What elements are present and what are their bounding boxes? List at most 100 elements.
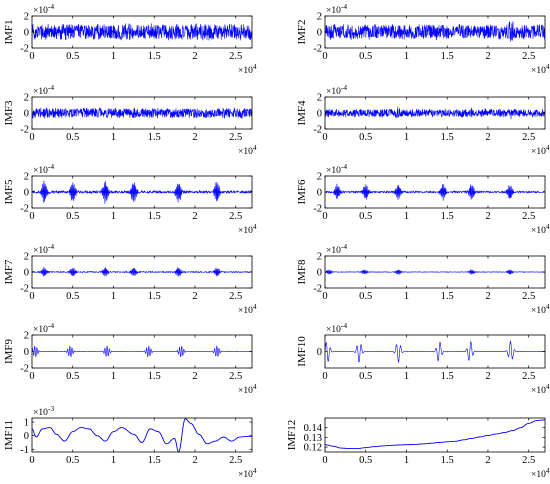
y-tick-label: 2 xyxy=(24,252,29,263)
x-multiplier-label: ×104 xyxy=(531,143,550,157)
exponent-base: ×10 xyxy=(326,6,341,16)
y-exponent-label: ×10-4 xyxy=(33,162,54,176)
x-tick-label: 1.5 xyxy=(148,291,161,302)
exponent-base: ×10 xyxy=(326,166,341,176)
x-multiplier-label: ×104 xyxy=(238,222,257,236)
y-exponent-label: ×10-4 xyxy=(33,83,54,97)
x-tick-label: 1.5 xyxy=(148,51,161,62)
y-axis-label: IMF6 xyxy=(296,179,308,205)
multiplier-base: ×10 xyxy=(238,386,253,396)
x-tick-label: 1.5 xyxy=(148,132,161,143)
multiplier-base: ×10 xyxy=(238,226,253,236)
y-tick-label: -2 xyxy=(20,284,29,295)
x-multiplier-label: ×104 xyxy=(238,382,257,396)
y-axis-label: IMF2 xyxy=(296,19,308,44)
x-tick-label: 0.5 xyxy=(359,371,372,382)
exponent-base: ×10 xyxy=(326,325,341,335)
multiplier-power: 4 xyxy=(546,143,550,152)
exponent-base: ×10 xyxy=(33,6,48,16)
x-tick-label: 1 xyxy=(404,291,409,302)
multiplier-power: 4 xyxy=(253,382,257,391)
y-tick-label: 0 xyxy=(317,347,322,358)
x-tick-label: 2 xyxy=(192,51,197,62)
x-tick-label: 0 xyxy=(322,211,327,222)
x-multiplier-label: ×104 xyxy=(531,222,550,236)
multiplier-base: ×10 xyxy=(238,306,253,316)
x-tick-label: 1 xyxy=(404,455,409,466)
x-tick-label: 0 xyxy=(29,211,34,222)
x-tick-label: 1.5 xyxy=(441,455,454,466)
y-tick-label: 0 xyxy=(317,188,322,199)
x-tick-label: 1 xyxy=(111,455,116,466)
x-tick-label: 1 xyxy=(111,51,116,62)
multiplier-base: ×10 xyxy=(531,306,546,316)
multiplier-base: ×10 xyxy=(531,470,546,480)
x-tick-label: 0.5 xyxy=(66,51,79,62)
x-tick-label: 1.5 xyxy=(148,211,161,222)
y-tick-label: 2 xyxy=(317,172,322,183)
x-tick-label: 1.5 xyxy=(148,455,161,466)
x-tick-label: 2.5 xyxy=(522,371,535,382)
y-exponent-label: ×10-4 xyxy=(33,2,54,16)
x-multiplier-label: ×104 xyxy=(531,466,550,480)
x-tick-label: 2 xyxy=(192,132,197,143)
multiplier-base: ×10 xyxy=(531,66,546,76)
y-axis-label: IMF11 xyxy=(3,420,15,450)
exponent-power: -4 xyxy=(48,162,54,171)
imf11-series-line xyxy=(32,418,252,452)
y-exponent-label: ×10-4 xyxy=(33,242,54,256)
x-tick-label: 2 xyxy=(192,371,197,382)
x-tick-label: 0 xyxy=(29,51,34,62)
x-tick-label: 0 xyxy=(322,455,327,466)
y-tick-label: -2 xyxy=(313,125,322,136)
y-tick-label: 0.14 xyxy=(304,423,323,434)
x-tick-label: 1.5 xyxy=(441,211,454,222)
y-tick-label: -2 xyxy=(313,44,322,55)
y-tick-label: -2 xyxy=(20,44,29,55)
exponent-power: -4 xyxy=(341,83,347,92)
axes-frame xyxy=(31,417,253,453)
multiplier-power: 4 xyxy=(546,466,550,475)
y-tick-label: 0 xyxy=(317,28,322,39)
x-tick-label: 1 xyxy=(404,211,409,222)
multiplier-power: 4 xyxy=(253,222,257,231)
x-tick-label: 0.5 xyxy=(359,132,372,143)
y-axis-label: IMF4 xyxy=(296,100,308,126)
y-tick-label: 0 xyxy=(24,431,29,442)
x-tick-label: 0.5 xyxy=(66,211,79,222)
multiplier-power: 4 xyxy=(253,62,257,71)
exponent-power: -4 xyxy=(48,242,54,251)
imf9-series-line xyxy=(32,345,252,358)
multiplier-base: ×10 xyxy=(531,226,546,236)
x-multiplier-label: ×104 xyxy=(238,143,257,157)
x-multiplier-label: ×104 xyxy=(531,62,550,76)
x-tick-label: 2.5 xyxy=(229,51,242,62)
x-tick-label: 2 xyxy=(485,132,490,143)
y-exponent-label: ×10-4 xyxy=(326,83,347,97)
panel-imf12: 0 0.5 1 1.5 2 2.5 0.120.130.14 IMF12 ×104 xyxy=(286,417,550,480)
multiplier-power: 4 xyxy=(546,62,550,71)
exponent-power: -4 xyxy=(341,242,347,251)
multiplier-base: ×10 xyxy=(238,66,253,76)
x-tick-label: 1 xyxy=(404,51,409,62)
exponent-power: -4 xyxy=(341,321,347,330)
x-tick-label: 1 xyxy=(111,132,116,143)
y-tick-label: -2 xyxy=(20,204,29,215)
x-tick-label: 2.5 xyxy=(229,291,242,302)
x-multiplier-label: ×104 xyxy=(238,466,257,480)
exponent-base: ×10 xyxy=(33,325,48,335)
x-tick-label: 1.5 xyxy=(441,132,454,143)
x-tick-label: 2.5 xyxy=(522,132,535,143)
y-axis-label: IMF3 xyxy=(3,100,15,126)
x-tick-label: 2.5 xyxy=(229,371,242,382)
y-tick-label: -2 xyxy=(20,364,29,375)
y-axis-label: IMF12 xyxy=(286,420,298,451)
imf6-series-line xyxy=(325,183,545,201)
imf12-series-line xyxy=(325,419,545,450)
x-tick-label: 0.5 xyxy=(359,291,372,302)
